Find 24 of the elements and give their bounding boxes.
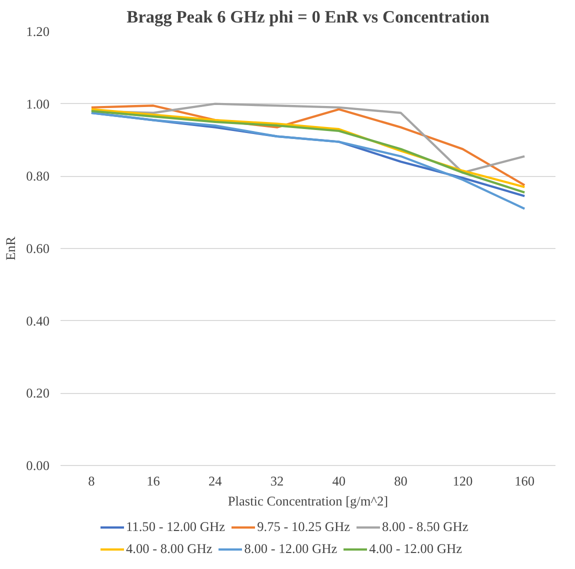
x-tick-label: 80: [394, 474, 408, 488]
y-tick-label: 0.40: [26, 313, 50, 328]
x-tick-label: 16: [146, 474, 160, 488]
y-tick-label: 0.80: [26, 168, 50, 184]
x-tick-label: 8: [88, 474, 96, 488]
x-tick-label: 120: [452, 474, 474, 488]
legend-label: 9.75 - 10.25 GHz: [257, 519, 350, 535]
x-axis-title: Plastic Concentration [g/m^2]: [228, 494, 388, 508]
y-tick-label: 1.00: [26, 96, 50, 112]
chart-title: Bragg Peak 6 GHz phi = 0 EnR vs Concentration: [126, 8, 490, 26]
y-tick-label: 0.60: [26, 241, 50, 256]
y-axis-title: EnR: [3, 236, 18, 260]
y-tick-label: 0.20: [26, 386, 50, 401]
legend-label: 11.50 - 12.00 GHz: [126, 519, 226, 535]
x-tick-label: 24: [208, 474, 222, 488]
x-tick-label: 40: [332, 474, 346, 488]
y-tick-label: 0.00: [26, 458, 50, 473]
legend-label: 4.00 - 12.00 GHz: [369, 541, 462, 557]
x-tick-label: 160: [514, 474, 535, 488]
x-tick-label: 32: [270, 474, 284, 488]
legend-label: 8.00 - 8.50 GHz: [382, 519, 468, 535]
legend-label: 4.00 - 8.00 GHz: [126, 541, 212, 557]
y-tick-label: 1.20: [26, 24, 50, 39]
legend-label: 8.00 - 12.00 GHz: [244, 541, 338, 557]
